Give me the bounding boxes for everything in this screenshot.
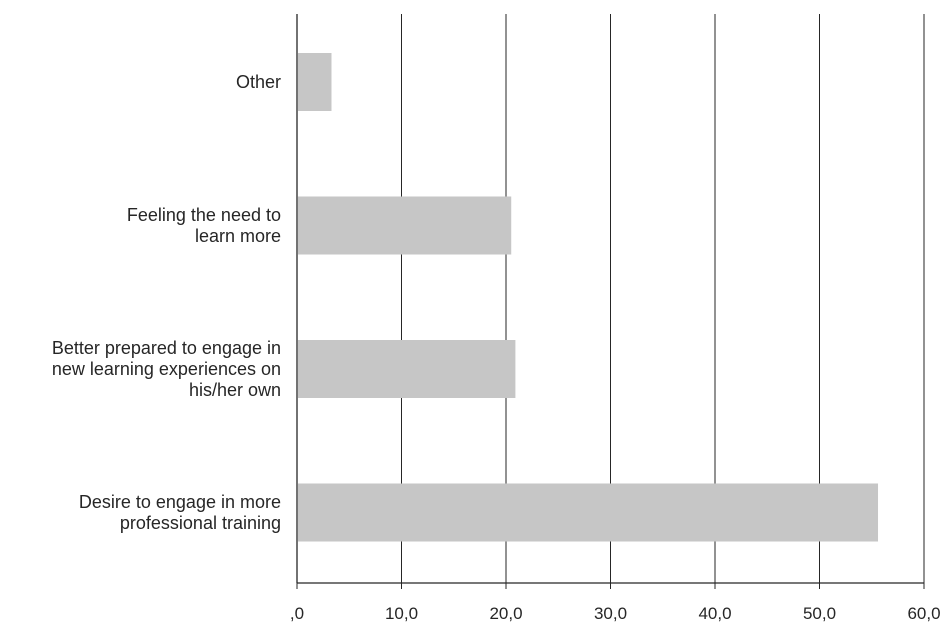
category-label-line: Desire to engage in more <box>79 492 281 512</box>
category-label-line: learn more <box>195 226 281 246</box>
category-label-line: new learning experiences on <box>52 359 281 379</box>
bar <box>298 483 879 542</box>
bars <box>298 53 879 542</box>
bar <box>298 196 512 255</box>
x-tick-label: ,0 <box>290 604 304 623</box>
category-label-line: Better prepared to engage in <box>52 338 281 358</box>
x-tick-label: 30,0 <box>594 604 627 623</box>
category-labels: Desire to engage in more professional tra… <box>52 72 281 533</box>
category-label: Desire to engage in more professional tra… <box>79 492 281 533</box>
x-tick-label: 20,0 <box>489 604 522 623</box>
category-label-line: Feeling the need to <box>127 205 281 225</box>
category-label: Better prepared to engage in new learning… <box>52 338 281 400</box>
category-label-line: professional training <box>120 513 281 533</box>
x-axis: ,0 10,0 20,0 30,0 40,0 50,0 60,0 <box>290 582 941 623</box>
x-tick-label: 40,0 <box>698 604 731 623</box>
x-tick-label: 10,0 <box>385 604 418 623</box>
category-label: Other <box>236 72 281 92</box>
bar <box>298 53 332 111</box>
gridlines <box>296 14 925 583</box>
bar <box>298 340 516 398</box>
x-tick-label: 60,0 <box>907 604 940 623</box>
category-label-line: his/her own <box>189 380 281 400</box>
category-label: Feeling the need to learn more <box>127 205 281 246</box>
category-label-line: Other <box>236 72 281 92</box>
x-tick-label: 50,0 <box>803 604 836 623</box>
